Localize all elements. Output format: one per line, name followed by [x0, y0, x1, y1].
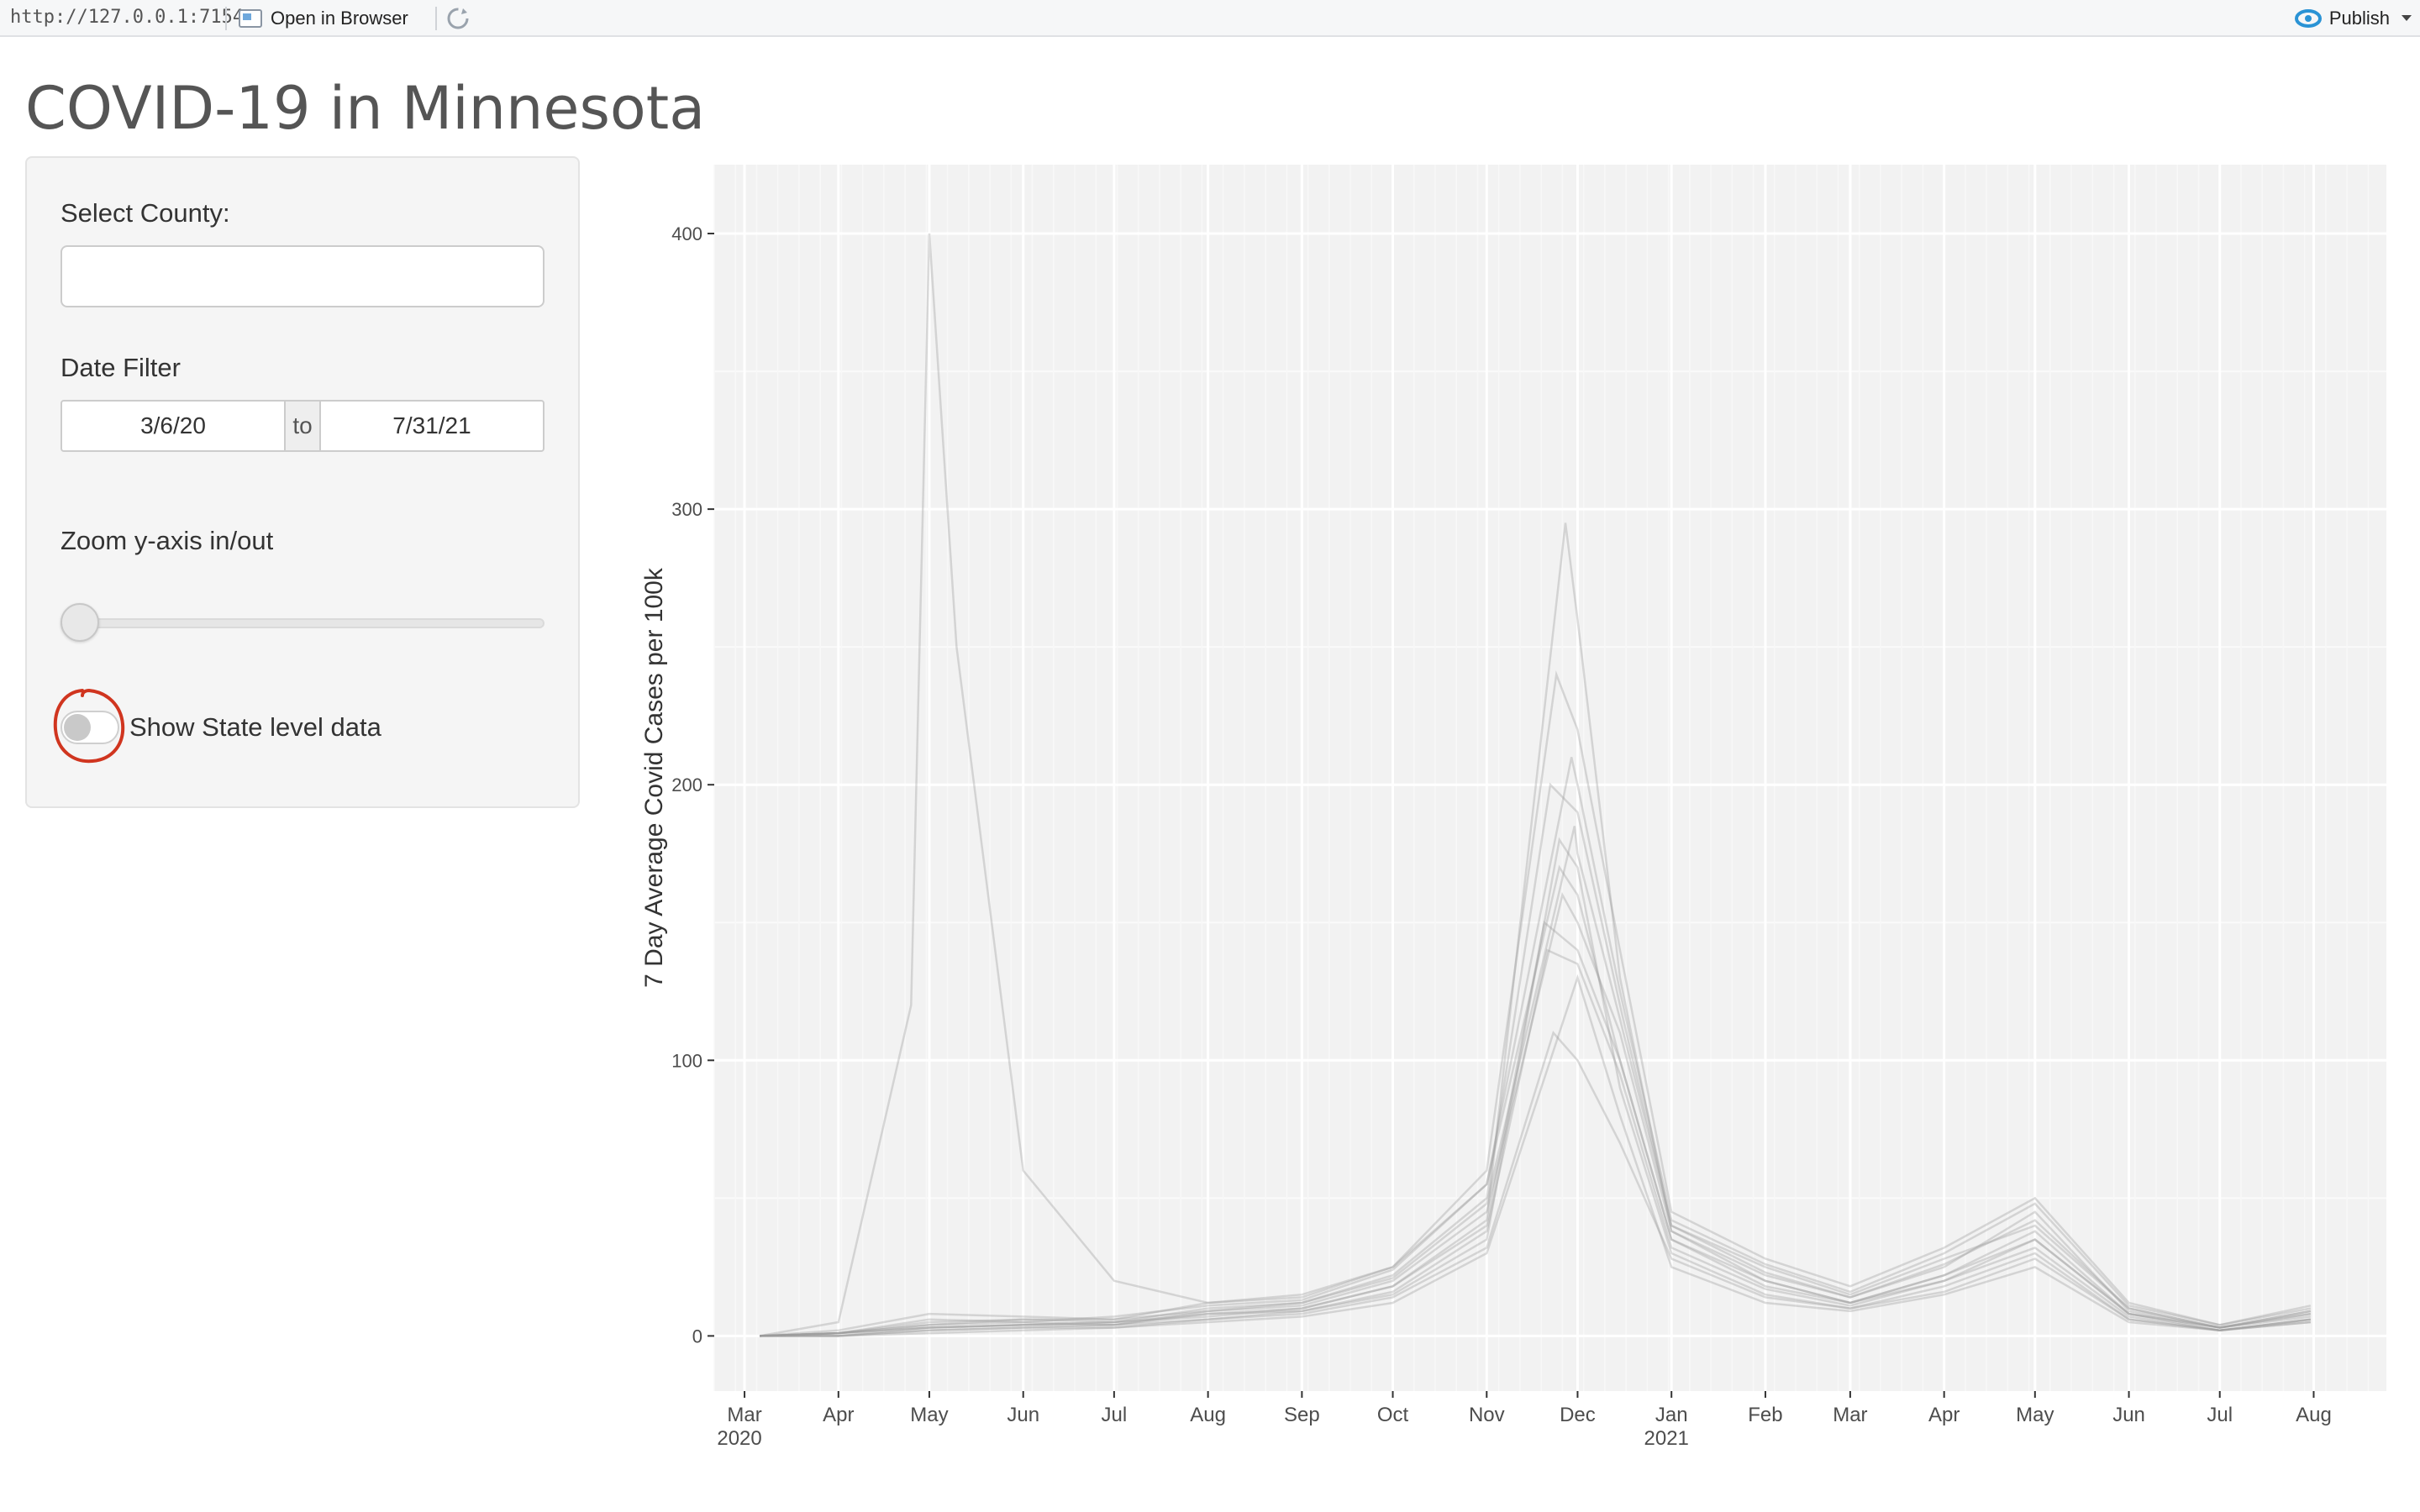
plot-panel — [714, 165, 2386, 1391]
x-tick-label: Jul — [2207, 1404, 2233, 1426]
x-tick-label: Mar — [1833, 1404, 1867, 1426]
x-tick-label: Oct — [1377, 1404, 1409, 1426]
county-series-line — [760, 670, 2312, 1337]
county-series-line — [760, 891, 2312, 1337]
browser-window-icon — [239, 9, 262, 28]
county-series-line — [760, 948, 2312, 1337]
x-tick-year-label: 2021 — [1644, 1427, 1689, 1450]
date-end-input[interactable] — [319, 400, 544, 452]
x-tick-label: Apr — [823, 1404, 854, 1426]
viewer-toolbar: http://127.0.0.1:7154 Open in Browser Pu… — [0, 0, 2420, 37]
x-tick-label: Aug — [1190, 1404, 1226, 1426]
date-range-separator: to — [286, 400, 319, 452]
y-tick-label: 400 — [671, 223, 702, 244]
y-tick-label: 200 — [671, 774, 702, 795]
county-series-line — [760, 522, 2312, 1337]
sidebar-panel: Select County: Date Filter to Zoom y-axi… — [25, 156, 580, 808]
x-tick-label: Mar — [727, 1404, 761, 1426]
x-tick-label: May — [2016, 1404, 2054, 1426]
open-in-browser-button[interactable]: Open in Browser — [239, 5, 408, 32]
county-series-line — [760, 782, 2312, 1337]
x-tick-label: Nov — [1469, 1404, 1505, 1426]
county-series-line — [760, 1030, 2312, 1337]
chevron-down-icon[interactable] — [2402, 15, 2412, 21]
date-start-input[interactable] — [60, 400, 286, 452]
refresh-icon[interactable] — [444, 4, 472, 33]
page-title: COVID-19 in Minnesota — [25, 74, 706, 143]
y-axis-title: 7 Day Average Covid Cases per 100k — [640, 567, 668, 988]
x-tick-label: Jan — [1655, 1404, 1688, 1426]
highlight-circle-annotation — [53, 688, 125, 764]
county-series-line — [760, 826, 2312, 1337]
x-tick-label: Sep — [1284, 1404, 1320, 1426]
county-select-input[interactable] — [60, 245, 544, 307]
zoom-label: Zoom y-axis in/out — [60, 526, 274, 555]
y-tick-label: 300 — [671, 499, 702, 520]
x-tick-label: Feb — [1748, 1404, 1782, 1426]
x-tick-label: Dec — [1560, 1404, 1596, 1426]
county-series-line — [759, 233, 2312, 1337]
publish-button[interactable]: Publish — [2294, 5, 2390, 32]
county-label: Select County: — [60, 198, 230, 228]
y-tick-label: 100 — [671, 1050, 702, 1071]
state-data-toggle[interactable] — [60, 711, 119, 744]
x-tick-label: Jun — [1007, 1404, 1039, 1426]
zoom-slider-handle[interactable] — [60, 603, 99, 642]
date-range-input: to — [60, 400, 544, 452]
toolbar-divider — [435, 7, 437, 30]
date-filter-label: Date Filter — [60, 353, 181, 382]
y-tick-label: 0 — [692, 1326, 702, 1347]
open-in-browser-label: Open in Browser — [271, 8, 408, 29]
covid-chart: 0 100 200 300 400 Mar 2020 Apr May Jun Jul Aug Sep Oc… — [622, 156, 2395, 1467]
x-tick-label: May — [910, 1404, 948, 1426]
x-tick-label: Aug — [2296, 1404, 2332, 1426]
state-toggle-label: Show State level data — [129, 712, 381, 742]
toggle-knob — [64, 714, 91, 741]
x-tick-year-label: 2020 — [717, 1427, 761, 1450]
zoom-slider-track[interactable] — [60, 618, 544, 628]
publish-label: Publish — [2328, 8, 2390, 29]
x-tick-label: Apr — [1928, 1404, 1960, 1426]
x-tick-label: Jun — [2112, 1404, 2145, 1426]
county-series-line — [760, 837, 2312, 1337]
county-series-line — [760, 974, 2312, 1337]
county-series-line — [760, 757, 2312, 1337]
publish-icon — [2294, 9, 2322, 28]
x-tick-label: Jul — [1102, 1404, 1128, 1426]
county-series-line — [760, 920, 2312, 1337]
toolbar-divider — [225, 7, 227, 30]
url-text: http://127.0.0.1:7154 — [10, 7, 245, 28]
